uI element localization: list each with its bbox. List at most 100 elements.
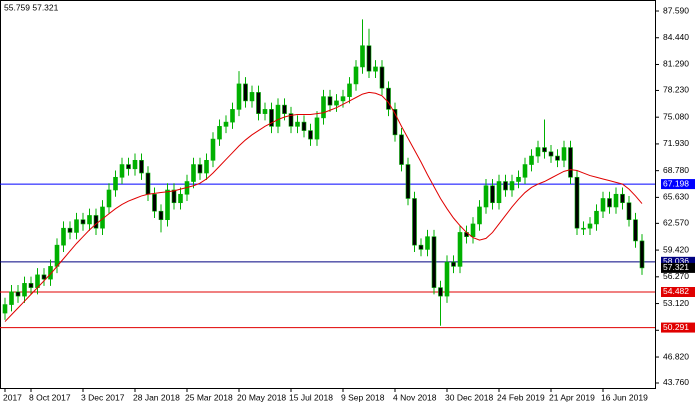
candle-body: [379, 66, 385, 89]
candle-body: [314, 117, 320, 140]
candle-body: [288, 113, 294, 127]
candle-body: [191, 164, 196, 182]
candle-body: [581, 227, 586, 230]
x-tick-label: 9 Sep 2018: [341, 392, 385, 402]
candle-body: [321, 96, 326, 119]
moving-average: [4, 91, 643, 322]
candle-body: [152, 193, 157, 212]
y-tick-label: 59.420: [663, 244, 689, 254]
level-label: 54.482: [663, 286, 689, 296]
x-tick-label: 16 Jun 2019: [601, 392, 648, 402]
candle-body: [113, 176, 118, 191]
candle-body: [282, 104, 287, 114]
candle-body: [340, 96, 346, 102]
candle-body: [295, 121, 300, 127]
candle-body: [574, 176, 580, 229]
candle-body: [568, 147, 573, 178]
candle-body: [262, 109, 268, 114]
candle-body: [230, 109, 235, 123]
candle-body: [613, 193, 619, 208]
candle-body: [490, 185, 495, 204]
x-tick-label: 28 Jan 2018: [133, 392, 180, 402]
chart-title: 55.759 57.321: [4, 2, 59, 12]
level-label-box: [661, 322, 695, 333]
candle-body: [594, 210, 599, 225]
candle-body: [477, 206, 482, 225]
candle-body: [139, 159, 144, 174]
candle-body: [223, 121, 229, 127]
candle-body: [405, 164, 411, 199]
candle-body: [418, 244, 424, 250]
candle-body: [22, 283, 27, 297]
y-tick-label: 81.290: [663, 59, 689, 69]
x-tick-label: 30 Dec 2018: [445, 392, 493, 402]
candle-body: [438, 287, 443, 297]
x-tick-label: 20 May 2018: [237, 392, 286, 402]
y-tick-label: 65.630: [663, 192, 689, 202]
candle-body: [542, 147, 547, 153]
candle-body: [353, 66, 359, 85]
candle-body: [639, 240, 645, 269]
plot-frame: [0, 0, 656, 389]
candle-body: [607, 198, 612, 208]
candle-body: [366, 45, 372, 72]
candle-body: [347, 83, 352, 97]
candle-body: [392, 109, 398, 136]
x-tick-label: 21 Apr 2019: [549, 392, 595, 402]
candle-body: [126, 164, 131, 170]
candle-body: [386, 87, 391, 110]
candle-body: [360, 45, 365, 68]
level-label-box: [661, 179, 695, 190]
candle-body: [204, 159, 209, 174]
candle-body: [145, 172, 151, 195]
candle-body: [67, 227, 73, 233]
candle-body: [269, 109, 274, 127]
candle-body: [256, 92, 261, 114]
candle-body: [373, 66, 378, 72]
candle-body: [334, 100, 339, 106]
candle-body: [132, 159, 138, 170]
y-tick-label: 87.590: [663, 5, 689, 15]
candle-body: [9, 291, 14, 305]
price-label: 57.321: [663, 262, 689, 272]
candle-body: [80, 219, 86, 225]
candle-body: [555, 155, 560, 161]
level-label-box: [661, 286, 695, 297]
candle-body: [470, 223, 476, 237]
level-label-box: [661, 256, 695, 267]
candle-body: [165, 189, 170, 221]
candle-body: [61, 227, 66, 246]
y-tick-label: 84.440: [663, 32, 689, 42]
candle-body: [587, 223, 593, 229]
candle-body: [425, 236, 430, 250]
candle-body: [412, 198, 417, 246]
candle-body: [483, 185, 489, 208]
y-tick-label: 56.270: [663, 271, 689, 281]
candle-body: [399, 134, 404, 165]
candle-body: [516, 176, 521, 182]
y-tick-label: 53.120: [663, 298, 689, 308]
x-tick-label: 24 Feb 2019: [497, 392, 545, 402]
level-label: 67.198: [663, 178, 689, 188]
y-tick-label: 62.570: [663, 218, 689, 228]
candle-body: [548, 151, 554, 157]
candle-body: [74, 219, 79, 233]
candle-body: [496, 181, 502, 204]
candle-body: [626, 202, 632, 221]
x-tick-label: 25 Mar 2018: [185, 392, 233, 402]
x-tick-label: 8 Oct 2017: [29, 392, 71, 402]
candle-body: [275, 104, 281, 127]
candle-body: [197, 164, 203, 174]
candle-body: [236, 83, 242, 110]
price-label-box: [661, 262, 695, 273]
candle-body: [28, 283, 34, 288]
candle-body: [119, 164, 125, 178]
level-label: 50.291: [663, 322, 689, 332]
candle-body: [327, 96, 333, 106]
candle-body: [529, 155, 534, 165]
candle-body: [633, 219, 638, 242]
candle-body: [2, 304, 8, 314]
candle-body: [217, 126, 222, 140]
candle-body: [620, 193, 625, 204]
x-tick-label: 3 Dec 2017: [81, 392, 125, 402]
